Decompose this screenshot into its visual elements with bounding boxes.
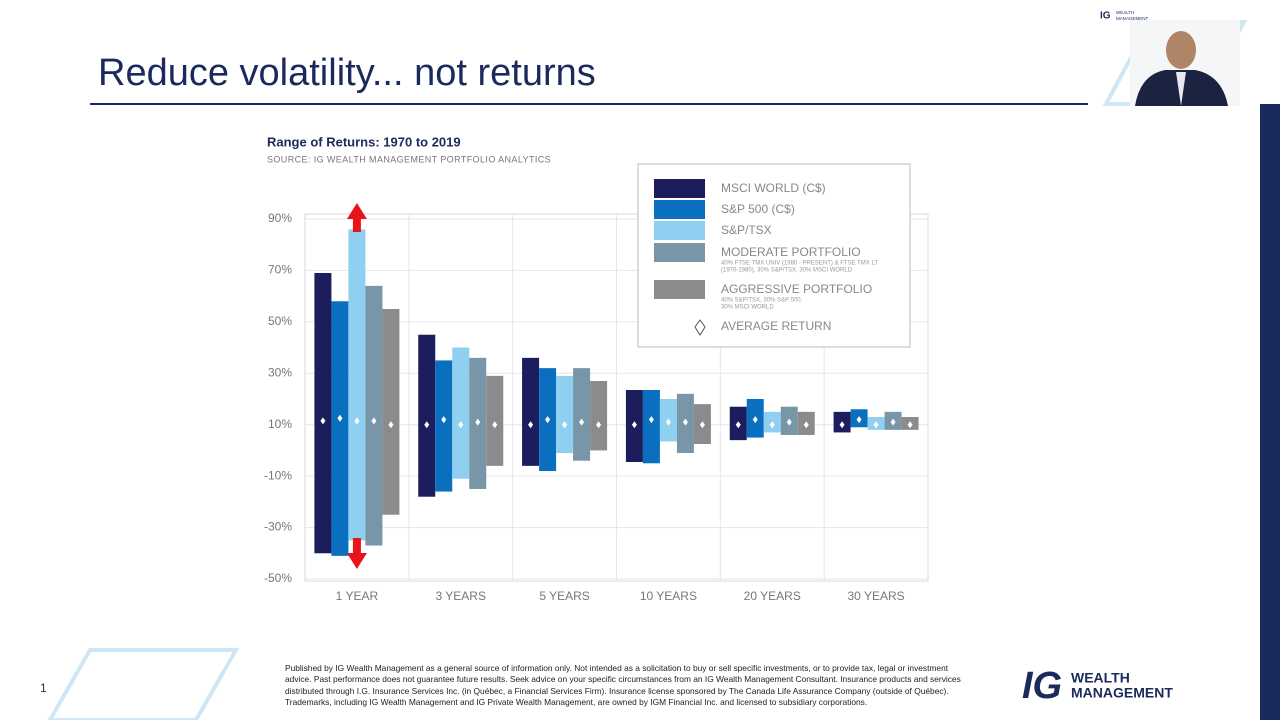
side-bar <box>1260 104 1280 720</box>
average-marker <box>371 417 377 425</box>
y-tick-label: -10% <box>264 468 292 482</box>
range-bar <box>452 347 470 479</box>
highlight-arrow <box>346 538 367 569</box>
logo-text: WEALTH <box>1071 670 1130 686</box>
average-marker <box>388 421 394 429</box>
range-bar <box>365 285 383 546</box>
average-marker <box>579 418 585 426</box>
average-marker <box>752 416 758 424</box>
average-marker <box>424 421 430 429</box>
legend-note: 30% MSCI WORLD <box>721 305 774 311</box>
highlight-arrow <box>346 203 367 232</box>
decor-shape <box>47 648 240 720</box>
average-marker <box>699 421 705 429</box>
range-bar <box>486 375 504 466</box>
disclaimer: Published by IG Wealth Management as a g… <box>285 663 961 707</box>
logo-text: MANAGEMENT <box>1071 685 1173 701</box>
logo-mark: IG <box>1022 665 1062 707</box>
average-marker <box>839 421 845 429</box>
average-marker <box>682 418 688 426</box>
y-tick-label: 50% <box>268 314 292 328</box>
average-marker <box>492 421 498 429</box>
legend-label: S&P 500 (C$) <box>721 202 795 216</box>
logo-text-small: WEALTH <box>1116 10 1134 15</box>
average-marker <box>475 418 481 426</box>
average-marker <box>320 417 326 425</box>
y-tick-label: 10% <box>268 417 292 431</box>
legend-label: S&P/TSX <box>721 223 772 237</box>
average-marker <box>648 416 654 424</box>
person-shirt <box>1176 72 1186 106</box>
legend-swatch <box>654 200 705 219</box>
range-bar <box>314 273 332 554</box>
legend-swatch <box>654 243 705 262</box>
range-bar <box>642 390 660 464</box>
legend-label: AVERAGE RETURN <box>721 319 831 333</box>
y-tick-label: 90% <box>268 211 292 225</box>
y-tick-label: 30% <box>268 365 292 379</box>
x-tick-label: 3 YEARS <box>436 589 486 603</box>
legend-note: 40% S&P/TSX, 30% S&P 500, <box>721 298 803 304</box>
average-marker <box>803 421 809 429</box>
range-bar <box>418 334 436 497</box>
average-marker <box>856 416 862 424</box>
average-marker <box>735 421 741 429</box>
chart-subtitle: SOURCE: IG WEALTH MANAGEMENT PORTFOLIO A… <box>267 154 551 164</box>
range-bar <box>573 368 591 461</box>
slide-title: Reduce volatility... not returns <box>98 52 596 94</box>
x-tick-label: 30 YEARS <box>848 589 905 603</box>
average-marker <box>337 414 343 422</box>
average-marker <box>786 418 792 426</box>
average-marker <box>596 421 602 429</box>
average-marker <box>665 418 671 426</box>
range-bar <box>556 375 574 453</box>
legend: MSCI WORLD (C$) S&P 500 (C$) S&P/TSX MODERA… <box>637 163 911 348</box>
logo-text-small: MANAGEMENT <box>1116 16 1149 21</box>
average-marker <box>528 421 534 429</box>
range-bar <box>590 381 608 451</box>
x-tick-label: 5 YEARS <box>539 589 589 603</box>
legend-swatch <box>654 280 705 299</box>
legend-note: (1970-1980), 30% S&P/TSX, 30% MSCI WORLD <box>721 268 853 274</box>
range-bar <box>435 360 453 492</box>
x-tick-label: 20 YEARS <box>744 589 801 603</box>
logo-mark-small: IG <box>1100 11 1111 22</box>
range-bar <box>382 309 400 515</box>
legend-swatch <box>654 179 705 198</box>
average-marker <box>354 417 360 425</box>
legend-diamond <box>694 319 706 336</box>
average-marker <box>769 421 775 429</box>
average-marker <box>545 416 551 424</box>
legend-swatch <box>654 221 705 240</box>
legend-label: MSCI WORLD (C$) <box>721 181 826 195</box>
average-marker <box>631 421 637 429</box>
legend-note: 40% FTSE TMX UNIV (1980 - PRESENT) & FTS… <box>721 261 878 267</box>
range-bar <box>331 301 349 556</box>
y-tick-label: -30% <box>264 520 292 534</box>
x-tick-label: 1 YEAR <box>336 589 379 603</box>
y-tick-label: -50% <box>264 571 292 585</box>
webcam <box>1130 20 1240 106</box>
person-head <box>1166 31 1196 69</box>
average-marker <box>441 416 447 424</box>
range-bar <box>348 229 366 541</box>
average-marker <box>890 418 896 426</box>
average-marker <box>562 421 568 429</box>
page-number: 1 <box>40 681 47 695</box>
average-marker <box>907 421 913 429</box>
range-bar <box>522 357 540 466</box>
average-marker <box>458 421 464 429</box>
chart-title: Range of Returns: 1970 to 2019 <box>267 134 461 149</box>
average-marker <box>873 421 879 429</box>
y-tick-label: 70% <box>268 263 292 277</box>
x-tick-label: 10 YEARS <box>640 589 697 603</box>
legend-label: MODERATE PORTFOLIO <box>721 245 861 259</box>
legend-label: AGGRESSIVE PORTFOLIO <box>721 282 872 296</box>
